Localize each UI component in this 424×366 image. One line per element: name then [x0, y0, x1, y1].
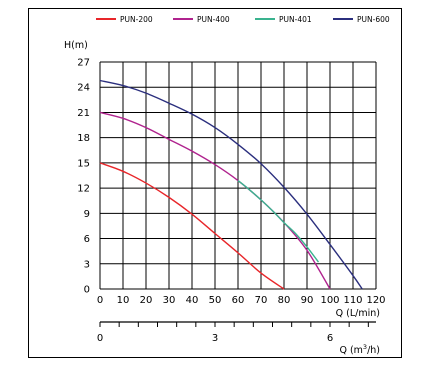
x-tick-label: 50 [209, 295, 222, 306]
series-group [99, 79, 363, 290]
x-tick-label: 80 [278, 295, 291, 306]
x2-tick-label: 0 [97, 333, 103, 344]
grid [99, 61, 377, 290]
x2-tick-label: 6 [327, 333, 333, 344]
y-tick-label: 21 [77, 108, 90, 119]
series-line-pun-401 [237, 179, 320, 263]
y-tick-label: 24 [77, 83, 90, 94]
legend-label-pun-200: PUN-200 [120, 15, 153, 24]
y-tick-label: 6 [84, 234, 90, 245]
y-axis-title: H(m) [64, 40, 88, 51]
y-tick-label: 18 [77, 133, 90, 144]
x-tick-label: 0 [97, 295, 103, 306]
x-tick-label: 40 [186, 295, 199, 306]
y-tick-label: 27 [77, 58, 90, 69]
x-tick-label: 100 [320, 295, 339, 306]
y-tick-label: 0 [84, 285, 90, 296]
x-axis-title: Q (L/min) [336, 308, 380, 319]
x2-axis-title: Q (m3/h) [339, 343, 380, 356]
series-line-pun-600 [99, 79, 363, 290]
x-tick-label: 10 [117, 295, 130, 306]
x-tick-label: 30 [163, 295, 176, 306]
x2-tick-label: 3 [212, 333, 218, 344]
series-line-pun-400 [99, 111, 331, 290]
x-tick-label: 90 [301, 295, 314, 306]
x-tick-label: 70 [255, 295, 268, 306]
y-tick-label: 9 [84, 209, 90, 220]
x-tick-label: 60 [232, 295, 245, 306]
x-tick-label: 120 [366, 295, 385, 306]
legend-label-pun-401: PUN-401 [279, 15, 312, 24]
x-tick-label: 110 [343, 295, 362, 306]
x-tick-label: 20 [140, 295, 153, 306]
legend-label-pun-600: PUN-600 [357, 15, 390, 24]
legend: PUN-200 PUN-400 PUN-401 PUN-600 [96, 15, 390, 24]
chart-frame [28, 8, 402, 358]
y-tick-label: 15 [77, 158, 90, 169]
series-line-pun-200 [99, 162, 285, 290]
y-tick-label: 12 [77, 184, 90, 195]
legend-label-pun-400: PUN-400 [197, 15, 230, 24]
y-tick-label: 3 [84, 259, 90, 270]
